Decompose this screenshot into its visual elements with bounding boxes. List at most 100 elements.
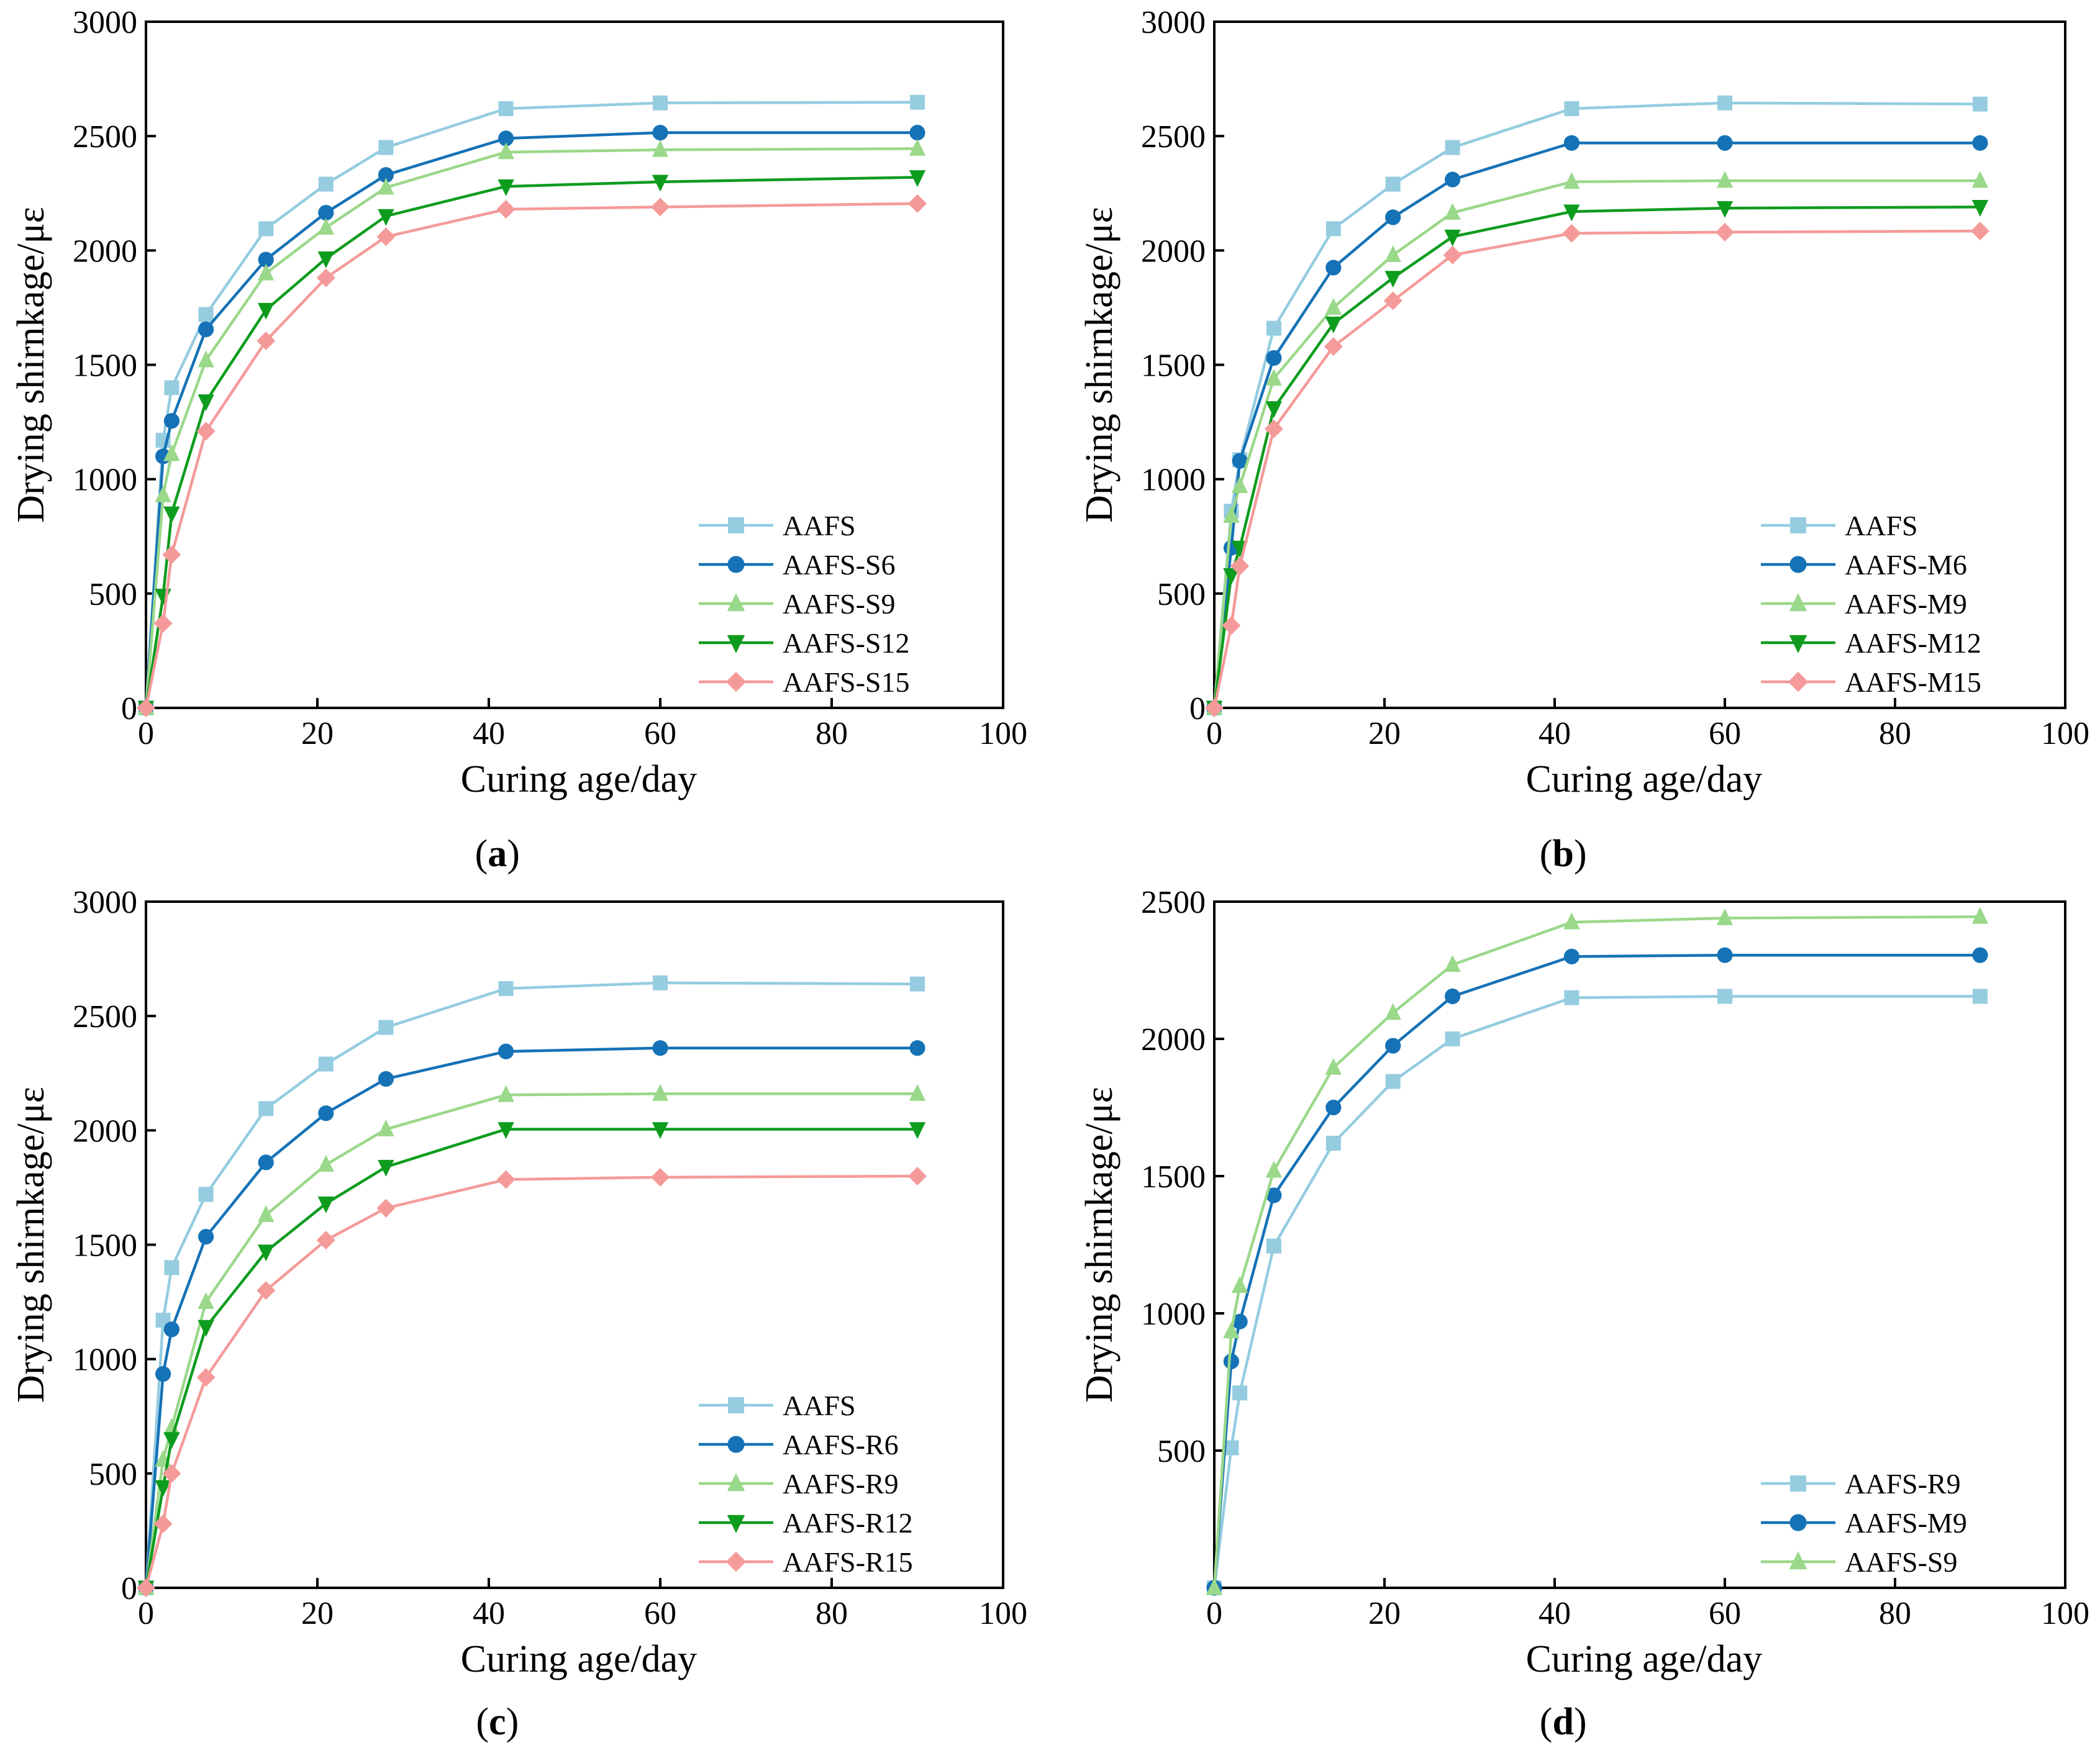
data-point-aafs-m15 (1264, 419, 1283, 438)
data-point-aafs-r9 (317, 1154, 334, 1172)
y-tick-label: 1000 (73, 463, 137, 498)
data-point-aafs-m12 (1716, 201, 1734, 218)
legend-label: AAFS-S9 (1845, 1546, 1958, 1578)
data-point-aafs-r9 (1325, 1135, 1341, 1151)
data-point-aafs-r9 (498, 1085, 514, 1102)
legend-label: AAFS-S6 (783, 549, 896, 581)
data-point-aafs-r15 (376, 1198, 396, 1218)
data-point-aafs-r15 (137, 1579, 155, 1597)
y-tick-label: 3000 (73, 5, 137, 40)
y-tick-label: 1000 (73, 1343, 137, 1378)
legend: AAFS-R9 AAFS-M9 AAFS-S9 (1761, 1468, 1967, 1578)
legend-marker (727, 1436, 745, 1453)
data-point-aafs-r9 (652, 1084, 669, 1101)
panel-label-letter: b (1552, 833, 1573, 875)
data-point-aafs-r12 (498, 1122, 514, 1139)
data-point-aafs-r12 (652, 1122, 669, 1139)
legend-label: AAFS-M6 (1845, 549, 1967, 581)
data-point-aafs-m9 (1385, 1038, 1401, 1054)
panel-label: (a) (475, 833, 520, 875)
legend-label: AAFS-M9 (1845, 1507, 1967, 1539)
series-line-aafs-s9 (144, 147, 918, 709)
data-point-aafs-m12 (1971, 200, 1989, 217)
y-tick-label: 0 (121, 691, 137, 727)
y-axis-title: Drying shirnkage/με (1078, 1087, 1120, 1403)
data-point-aafs-m15 (1205, 699, 1224, 717)
legend-marker (727, 1473, 745, 1492)
data-point-aafs-r6 (163, 1321, 180, 1338)
chart-panel-c: 0 20 40 60 80 100050010001500200025003000Curi… (10, 885, 1027, 1743)
legend-label: AAFS-R6 (783, 1429, 899, 1461)
legend-label: AAFS-S15 (783, 666, 910, 698)
legend-marker (725, 671, 747, 692)
data-point-aafs-m6 (1445, 171, 1461, 188)
x-tick-label: 20 (1368, 716, 1401, 751)
panel-label-paren-open: ( (1540, 1701, 1553, 1743)
legend-marker (725, 1551, 747, 1572)
data-point-aafs-r9 (1232, 1385, 1248, 1401)
panel-label-paren-open: ( (475, 833, 488, 875)
legend-label: AAFS-R12 (783, 1507, 913, 1539)
data-point-aafs (1325, 221, 1341, 237)
data-point-aafs-m15 (1222, 616, 1241, 635)
series-line-aafs-s15 (144, 202, 918, 709)
legend-marker (1790, 1475, 1806, 1492)
data-point-aafs (653, 95, 668, 111)
y-tick-label: 500 (1157, 1434, 1206, 1469)
y-axis-title: Drying shirnkage/με (1078, 207, 1120, 523)
data-point-aafs-m6 (1972, 135, 1988, 151)
data-point-aafs-s6 (909, 125, 925, 141)
chart-panel-a: 0 20 40 60 80 100050010001500200025003000Curi… (10, 5, 1027, 875)
data-point-aafs-s9 (1563, 912, 1580, 930)
data-point-aafs-m9 (1445, 988, 1461, 1005)
data-point-aafs-s9 (1325, 1058, 1342, 1075)
data-point-aafs-m12 (1265, 401, 1283, 419)
series-line-aafs (144, 981, 918, 1588)
data-point-aafs-r12 (909, 1122, 926, 1139)
data-point-aafs (498, 981, 514, 996)
data-point-aafs-s12 (317, 251, 334, 268)
data-point-aafs-m9 (1325, 297, 1342, 315)
data-point-aafs-s12 (652, 174, 669, 192)
data-point-aafs (1717, 95, 1732, 111)
data-point-aafs-r15 (316, 1231, 335, 1250)
data-point-aafs (198, 1187, 214, 1202)
data-point-aafs (164, 380, 180, 396)
data-point-aafs-m6 (1232, 453, 1248, 469)
data-point-aafs-s6 (498, 130, 514, 147)
data-point-aafs (498, 101, 514, 116)
data-point-aafs-s6 (258, 251, 274, 268)
legend-label: AAFS-M15 (1845, 666, 1981, 698)
data-point-aafs-m9 (1971, 171, 1989, 188)
data-point-aafs-s15 (908, 194, 927, 213)
data-point-aafs-r15 (908, 1167, 927, 1185)
legend-marker (728, 1397, 744, 1413)
data-point-aafs-m9 (1232, 1313, 1248, 1329)
data-point-aafs-r6 (258, 1154, 274, 1171)
data-point-aafs-r12 (163, 1432, 180, 1449)
data-point-aafs-s9 (1444, 955, 1461, 972)
x-tick-label: 20 (301, 716, 334, 751)
legend-marker (1790, 517, 1806, 533)
x-tick-label: 60 (644, 1596, 676, 1631)
data-point-aafs-s6 (378, 167, 394, 183)
data-point-aafs (1564, 101, 1580, 116)
legend-label: AAFS (783, 1390, 856, 1421)
data-point-aafs-m15 (1562, 224, 1581, 243)
y-tick-label: 3000 (1141, 5, 1206, 40)
legend-marker (727, 1515, 745, 1533)
data-point-aafs (653, 975, 668, 990)
x-tick-label: 60 (1709, 716, 1741, 751)
data-point-aafs-m15 (1230, 556, 1250, 576)
legend-marker (727, 635, 745, 653)
x-axis-title: Curing age/day (1526, 1638, 1763, 1680)
data-point-aafs-s9 (652, 140, 669, 157)
data-point-aafs-s15 (496, 200, 516, 219)
y-tick-label: 500 (1157, 577, 1206, 612)
y-tick-label: 500 (89, 577, 137, 612)
data-point-aafs-r6 (198, 1229, 214, 1245)
panel-label: (c) (476, 1701, 519, 1743)
data-point-aafs-s6 (318, 204, 334, 221)
data-point-aafs-s9 (163, 444, 180, 461)
